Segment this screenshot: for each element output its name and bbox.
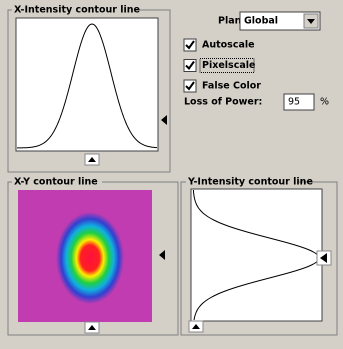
panel-title: Y-Intensity contour line: [187, 177, 313, 188]
unit: %: [320, 97, 329, 108]
checkbox-label: Pixelscale: [202, 60, 255, 71]
plot-area: [16, 18, 158, 151]
panel-title: X-Intensity contour line: [14, 5, 140, 16]
loss-label: Loss of Power:: [184, 97, 262, 108]
panel-title: X-Y contour line: [14, 177, 98, 188]
window: X-Intensity contour line Plane: Global A…: [0, 0, 343, 345]
input-value: 95: [288, 97, 300, 108]
combo-value: Global: [244, 16, 278, 27]
checkbox-label: Autoscale: [202, 40, 255, 51]
checkbox-group: Autoscale Pixelscale False Color: [184, 39, 261, 92]
beam-spot: [56, 212, 124, 304]
plot-area: [191, 189, 322, 321]
checkbox-label: False Color: [202, 81, 261, 92]
